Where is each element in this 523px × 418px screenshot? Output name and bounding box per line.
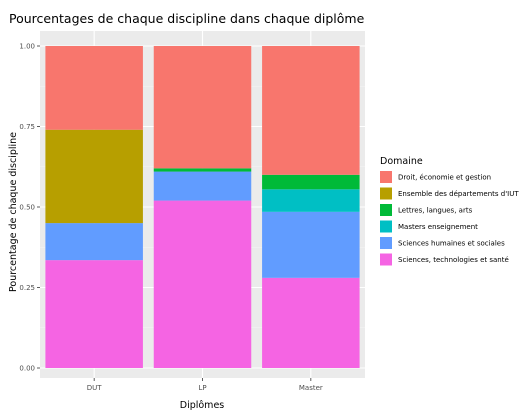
bar-segment-lp-0 — [153, 46, 252, 169]
bar-segment-lp-4 — [153, 171, 252, 201]
x-axis-ticks: DUT LP Master — [87, 378, 323, 392]
legend: Domaine Droit, économie et gestion Ensemb… — [380, 156, 519, 266]
y-axis-ticks: 0.00 0.25 0.50 0.75 1.00 — [19, 43, 40, 373]
legend-label: Ensemble des départements d'IUT — [398, 190, 519, 198]
y-tick-label: 0.00 — [19, 365, 35, 373]
y-tick-label: 1.00 — [19, 43, 35, 51]
legend-key — [380, 204, 392, 216]
y-tick-label: 0.25 — [19, 284, 35, 292]
bar-segment-dut-1 — [45, 129, 143, 224]
bar-segment-dut-0 — [45, 46, 143, 130]
x-axis-title: Diplômes — [180, 400, 225, 411]
bar-segment-master-5 — [262, 277, 360, 368]
legend-label: Masters enseignement — [398, 223, 478, 231]
y-axis-title: Pourcentage de chaque discipline — [8, 132, 19, 292]
legend-key — [380, 220, 392, 233]
legend-label: Sciences humaines et sociales — [398, 240, 505, 248]
legend-key — [380, 237, 392, 249]
legend-key — [380, 171, 392, 183]
y-tick-label: 0.50 — [19, 204, 35, 212]
bar-segment-master-2 — [262, 174, 360, 190]
legend-title: Domaine — [380, 156, 423, 167]
x-tick-label: DUT — [87, 384, 103, 392]
x-tick-label: LP — [198, 384, 206, 392]
bar-segment-master-4 — [262, 211, 360, 278]
legend-key — [380, 187, 392, 200]
bar-segment-lp-2 — [153, 168, 252, 172]
bars — [45, 46, 360, 368]
legend-label: Lettres, langues, arts — [398, 207, 473, 215]
bar-segment-master-0 — [262, 46, 360, 175]
x-tick-label: Master — [299, 384, 323, 392]
bar-segment-lp-5 — [153, 200, 252, 368]
bar-segment-dut-4 — [45, 223, 143, 261]
legend-key — [380, 253, 392, 266]
bar-segment-master-3 — [262, 189, 360, 212]
legend-items: Droit, économie et gestion Ensemble des d… — [380, 171, 519, 266]
bar-segment-dut-5 — [45, 260, 143, 368]
y-tick-label: 0.75 — [19, 123, 35, 131]
chart-title: Pourcentages de chaque discipline dans c… — [9, 11, 365, 26]
legend-label: Droit, économie et gestion — [398, 174, 491, 182]
legend-label: Sciences, technologies et santé — [398, 256, 509, 264]
